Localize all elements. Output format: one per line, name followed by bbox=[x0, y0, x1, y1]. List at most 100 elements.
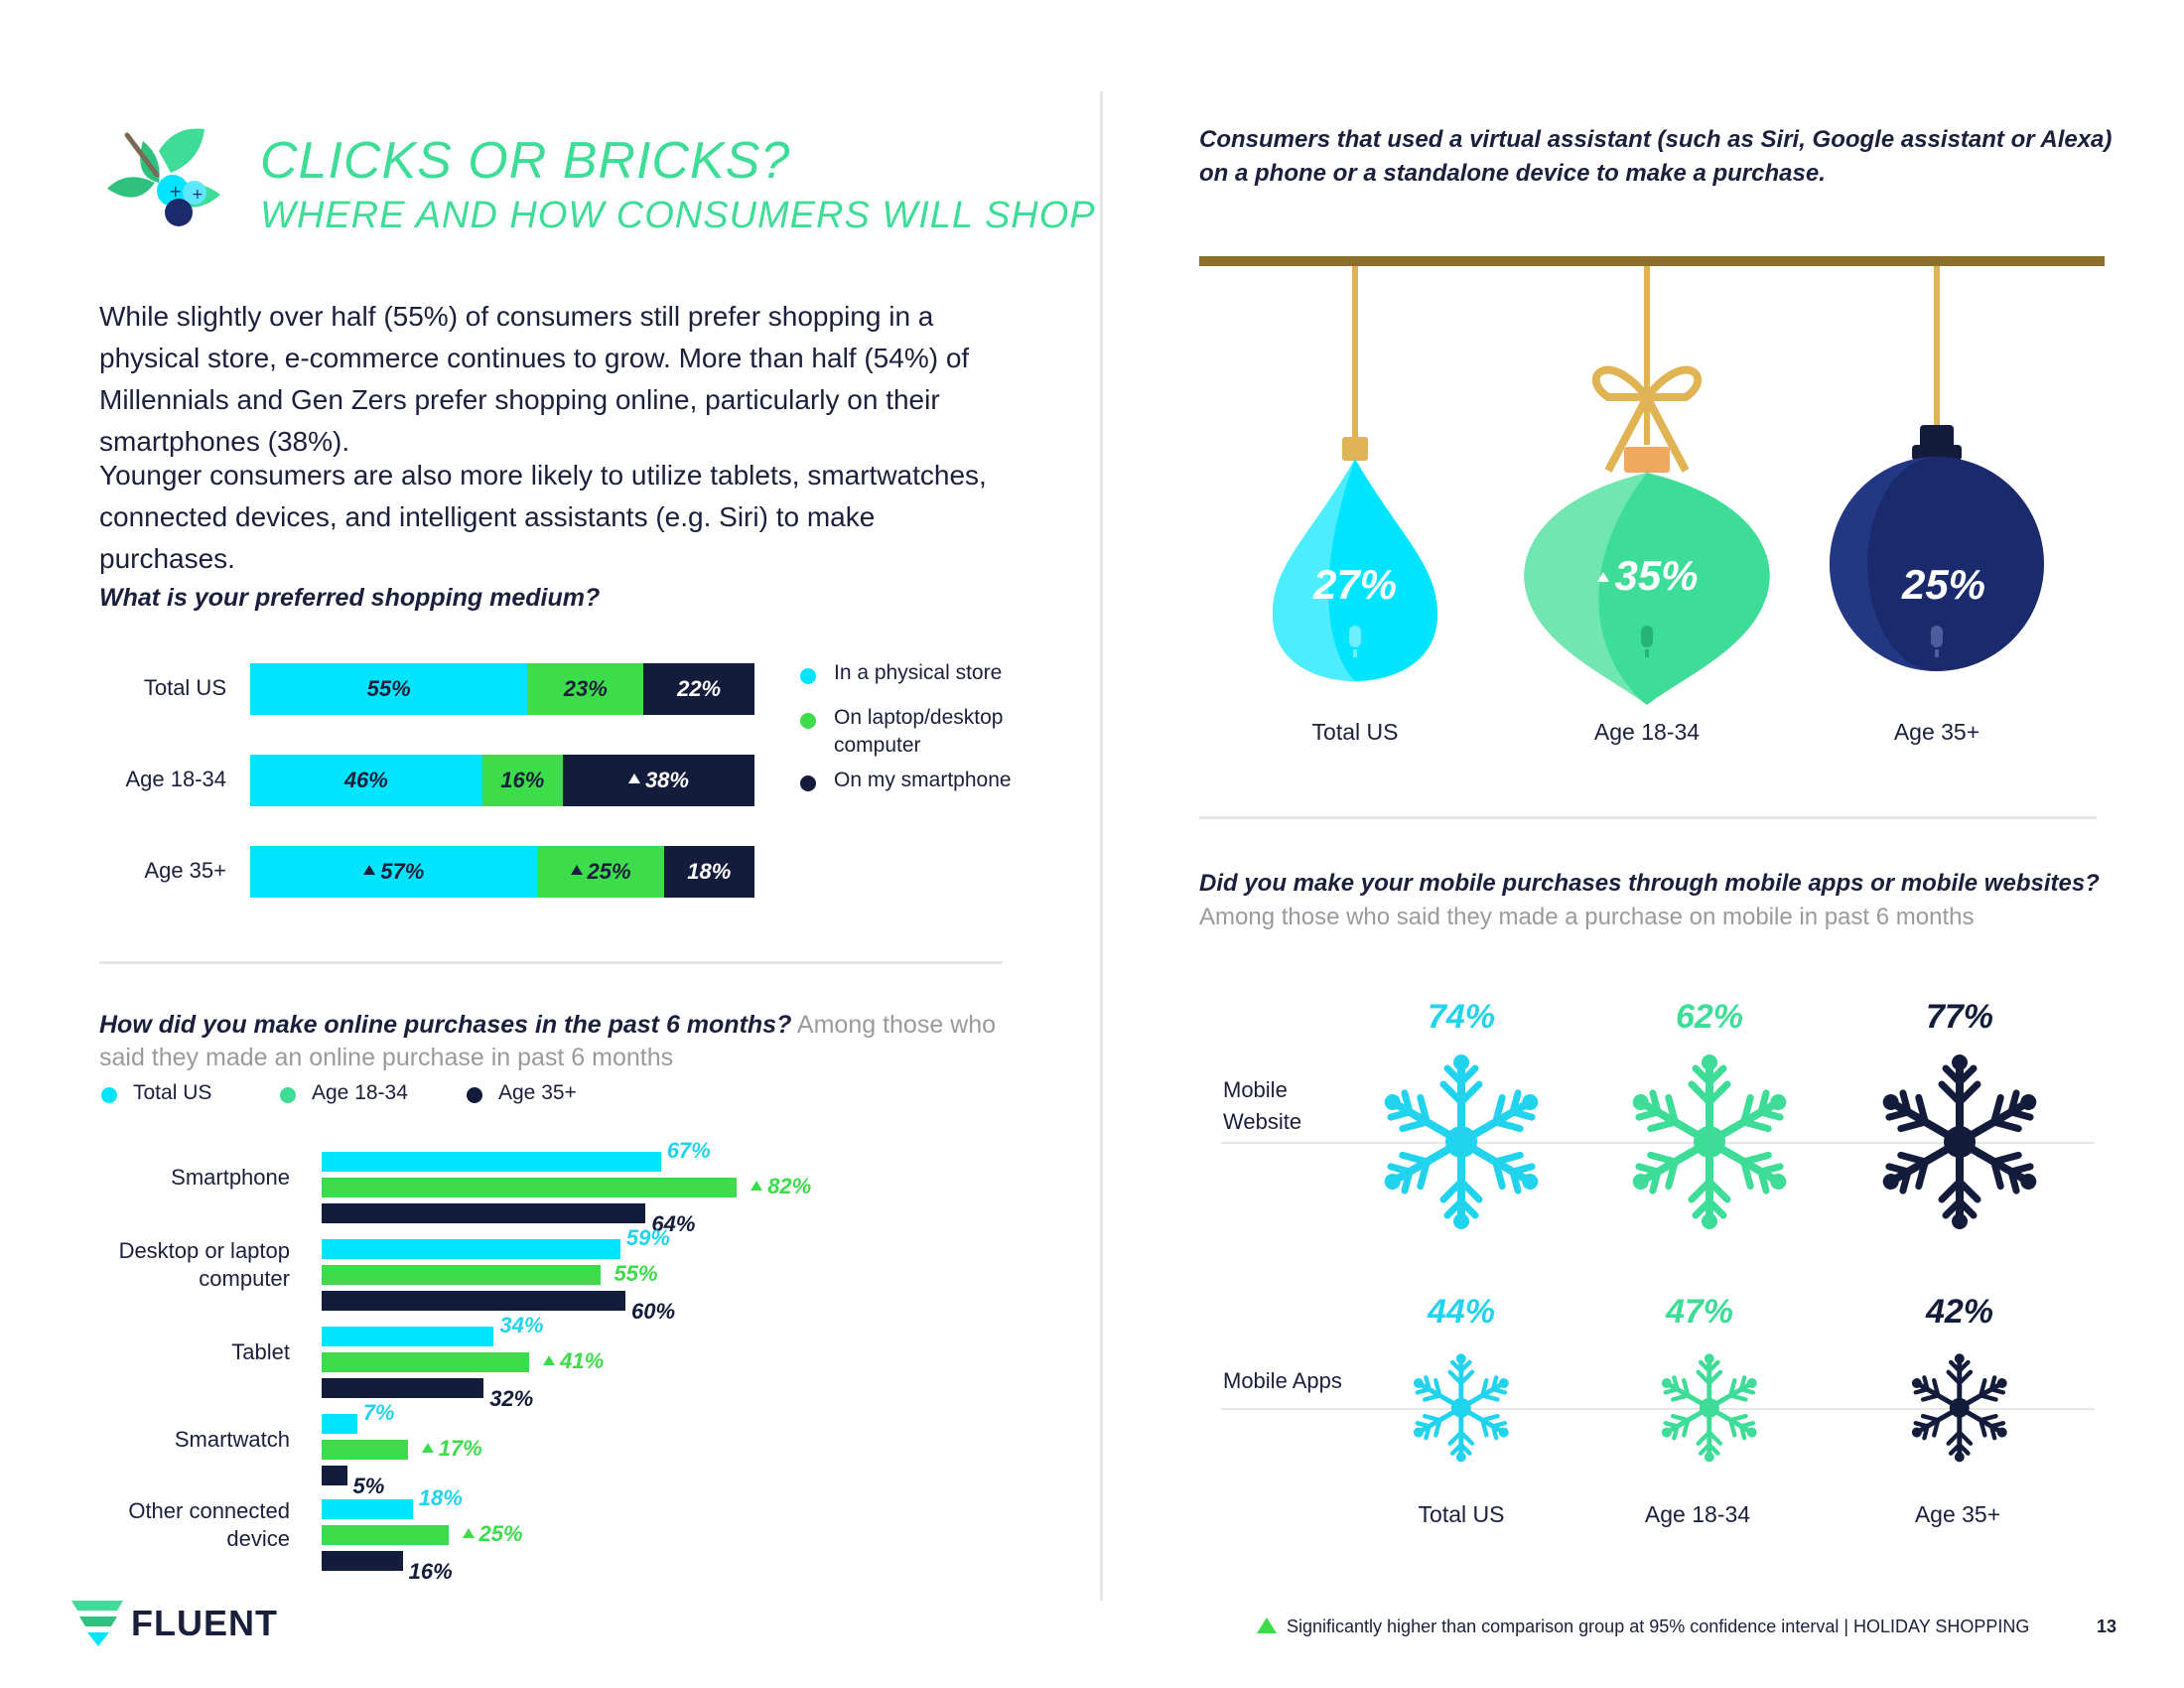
apps-total: 44% bbox=[1427, 1293, 1496, 1331]
assistant-value-total: 27% bbox=[1312, 561, 1398, 608]
assistant-label-35: Age 35+ bbox=[1893, 719, 1980, 745]
significance-triangle-icon bbox=[1257, 1618, 1277, 1634]
online-bar-value: 60% bbox=[631, 1299, 676, 1324]
online-bar-value: 7% bbox=[362, 1400, 395, 1425]
online-bar-value: 59% bbox=[625, 1225, 670, 1250]
online-category-label: Desktop or laptop computer bbox=[118, 1238, 290, 1291]
page-subtitle: WHERE AND HOW CONSUMERS WILL SHOP bbox=[260, 195, 1096, 236]
legend-total: Total US bbox=[133, 1081, 212, 1104]
legend-physical: In a physical store bbox=[834, 661, 1003, 684]
assistant-label-total: Total US bbox=[1311, 719, 1399, 745]
website-18-34: 62% bbox=[1675, 998, 1744, 1036]
mobile-row-website-label: Mobile Website bbox=[1223, 1077, 1302, 1134]
online-bar-label: 64% bbox=[651, 1211, 695, 1237]
fluent-logo-icon bbox=[71, 1601, 123, 1646]
legend-dot-18-34 bbox=[280, 1087, 296, 1103]
medium-bar-value: 25% bbox=[587, 859, 631, 884]
online-category-label: Smartwatch bbox=[174, 1427, 290, 1452]
medium-bar-value: 18% bbox=[687, 859, 732, 884]
section-divider bbox=[99, 961, 1003, 964]
online-bar bbox=[322, 1291, 625, 1311]
holly-icon: + + bbox=[107, 128, 220, 226]
online-bar-label: 34% bbox=[499, 1313, 543, 1338]
assistant-question: Consumers that used a virtual assistant … bbox=[1199, 126, 2113, 187]
mobile-row-apps-label: Mobile Apps bbox=[1223, 1368, 1342, 1393]
online-bar-value: 82% bbox=[767, 1174, 812, 1198]
online-bar-label: 5% bbox=[353, 1474, 385, 1499]
online-bar-value: 34% bbox=[499, 1313, 544, 1337]
medium-row-label: Total US bbox=[143, 675, 226, 700]
medium-bar-segment: 38% bbox=[562, 755, 754, 806]
snowflake-icon bbox=[1662, 1353, 1757, 1463]
intro-paragraph-1: While slightly over half (55%) of consum… bbox=[99, 301, 970, 457]
medium-bar-value: 22% bbox=[677, 676, 722, 701]
online-bar-value: 25% bbox=[478, 1521, 523, 1546]
snowflake-icon bbox=[1882, 1055, 2037, 1229]
mobile-website-line bbox=[1221, 1142, 2095, 1144]
online-bar bbox=[322, 1499, 413, 1519]
online-bar-value: 17% bbox=[438, 1436, 482, 1461]
snowflake-icon bbox=[1384, 1055, 1539, 1229]
medium-bar-value: 23% bbox=[563, 676, 608, 701]
medium-bar-segment: 22% bbox=[643, 663, 754, 715]
online-bar-value: 55% bbox=[614, 1261, 658, 1286]
mobile-question: Did you make your mobile purchases throu… bbox=[1199, 870, 2100, 897]
online-bar-label: 60% bbox=[631, 1299, 675, 1325]
assistant-value-18-34: 35% bbox=[1578, 552, 1717, 600]
online-bar-value: 64% bbox=[651, 1211, 696, 1236]
intro-paragraph-2: Younger consumers are also more likely t… bbox=[99, 460, 987, 574]
online-bar bbox=[322, 1265, 601, 1285]
ornaments-illustration bbox=[1199, 256, 2105, 705]
page-number: 13 bbox=[2097, 1617, 2117, 1636]
online-bar bbox=[322, 1378, 484, 1398]
page-gutter bbox=[1100, 91, 1103, 1601]
significance-triangle-icon bbox=[1597, 571, 1610, 582]
medium-bar-value: 55% bbox=[366, 676, 411, 701]
legend-laptop: On laptop/desktop computer bbox=[834, 706, 1004, 757]
mobile-col-18-34: Age 18-34 bbox=[1644, 1501, 1751, 1527]
medium-bar-value: 57% bbox=[380, 859, 425, 884]
assistant-label-18-34: Age 18-34 bbox=[1593, 719, 1701, 745]
svg-text:+: + bbox=[169, 182, 182, 201]
snowflake-icon bbox=[1414, 1353, 1509, 1463]
online-bar-value: 16% bbox=[408, 1559, 453, 1584]
brand-name: FLUENT bbox=[131, 1603, 278, 1643]
online-bar bbox=[322, 1352, 530, 1372]
online-bar-value: 5% bbox=[352, 1474, 385, 1498]
online-bar bbox=[322, 1152, 661, 1172]
online-bar bbox=[322, 1203, 646, 1223]
significance-triangle-icon bbox=[627, 774, 640, 783]
snowflake-icon bbox=[1632, 1055, 1787, 1229]
website-total: 74% bbox=[1427, 998, 1496, 1036]
online-bar bbox=[322, 1525, 449, 1545]
medium-bar-segment: 18% bbox=[663, 846, 754, 898]
online-category-label: Tablet bbox=[231, 1339, 290, 1364]
legend-35: Age 35+ bbox=[498, 1081, 577, 1104]
medium-bar-segment: 55% bbox=[250, 663, 528, 715]
online-bar bbox=[322, 1551, 403, 1571]
online-bar-label: 7% bbox=[363, 1400, 395, 1426]
medium-bar-value: 16% bbox=[500, 768, 545, 792]
medium-row-label: Age 18-34 bbox=[125, 767, 226, 791]
medium-stacked-bar: 57% 25% 18% bbox=[250, 846, 754, 898]
legend-dot-smartphone bbox=[800, 775, 816, 791]
significance-triangle-icon bbox=[570, 865, 583, 875]
online-bar bbox=[322, 1327, 494, 1346]
assistant-value-35: 25% bbox=[1901, 561, 1986, 608]
significance-triangle-icon bbox=[363, 865, 376, 875]
medium-row-label: Age 35+ bbox=[144, 858, 226, 883]
medium-stacked-bar: 55% 23% 22% bbox=[250, 663, 754, 715]
significance-triangle-icon bbox=[421, 1443, 434, 1454]
significance-triangle-icon bbox=[751, 1181, 763, 1192]
online-bar-label: 41% bbox=[543, 1348, 604, 1374]
medium-bar-segment: 16% bbox=[481, 755, 563, 806]
medium-bar-segment: 46% bbox=[250, 755, 482, 806]
online-category-label: Other connected device bbox=[128, 1498, 290, 1551]
medium-bar-value: 38% bbox=[644, 768, 689, 792]
online-bar-label: 16% bbox=[409, 1559, 453, 1585]
legend-18-34: Age 18-34 bbox=[312, 1081, 408, 1104]
mobile-apps-line bbox=[1221, 1408, 2095, 1410]
apps-35: 42% bbox=[1925, 1293, 1994, 1331]
medium-bar-segment: 57% bbox=[250, 846, 538, 898]
page-title: CLICKS OR BRICKS? bbox=[260, 132, 791, 190]
